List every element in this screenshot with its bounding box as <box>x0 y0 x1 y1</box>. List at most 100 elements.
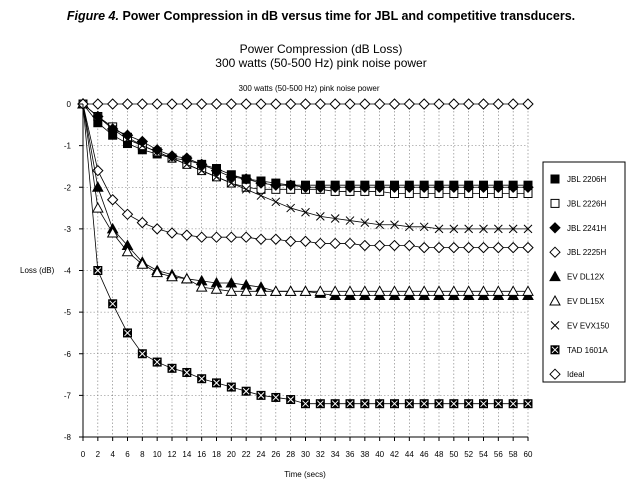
data-point <box>375 220 385 230</box>
series-5 <box>77 97 534 296</box>
x-tick-label: 34 <box>331 450 340 459</box>
x-tick-label: 58 <box>509 450 518 459</box>
legend-marker <box>549 368 561 380</box>
series-3 <box>77 98 534 254</box>
x-tick-label: 44 <box>405 450 414 459</box>
data-point <box>330 214 340 223</box>
marker-cross <box>391 400 398 408</box>
data-point <box>522 181 534 193</box>
chart-subtitle: 300 watts (50-500 Hz) pink noise power <box>215 56 427 70</box>
data-point <box>284 179 297 191</box>
marker-cross <box>435 400 443 408</box>
data-point <box>226 382 236 392</box>
data-point <box>121 208 134 221</box>
data-point <box>106 98 119 110</box>
legend-label: JBL 2206H <box>567 175 607 184</box>
x-tick-label: 24 <box>257 450 266 459</box>
legend-item: JBL 2225H <box>549 246 607 258</box>
data-point <box>449 224 459 234</box>
data-point <box>210 164 223 177</box>
x-tick-label: 38 <box>360 450 369 459</box>
data-point <box>344 285 356 296</box>
legend-item: EV EVX150 <box>550 321 610 330</box>
x-tick-label: 56 <box>494 450 503 459</box>
data-point <box>523 399 533 409</box>
legend-marker <box>549 294 561 306</box>
data-point <box>404 399 414 409</box>
data-point <box>403 98 416 110</box>
data-point <box>329 181 341 193</box>
x-tick-label: 50 <box>449 450 458 459</box>
y-tick-label: -5 <box>64 308 72 317</box>
data-point <box>449 399 459 409</box>
data-point <box>433 181 445 193</box>
data-point <box>522 241 534 254</box>
data-point <box>404 222 414 232</box>
data-point <box>507 241 519 254</box>
data-point <box>448 98 460 110</box>
data-point <box>492 285 505 296</box>
marker-cross <box>346 400 354 408</box>
data-point <box>390 399 399 409</box>
data-point <box>136 135 149 148</box>
y-tick-label: -4 <box>64 267 72 276</box>
data-point <box>225 98 238 110</box>
x-tick-label: 0 <box>81 450 86 459</box>
data-point <box>197 166 207 175</box>
data-point <box>151 223 163 235</box>
data-point <box>195 231 208 243</box>
data-point <box>522 98 534 110</box>
data-point <box>93 112 103 121</box>
data-point <box>181 98 193 110</box>
legend-item: TAD 1601A <box>550 345 608 355</box>
data-point <box>197 374 207 384</box>
marker-cross <box>361 400 369 408</box>
data-point <box>508 399 518 409</box>
data-point <box>195 281 208 292</box>
data-point <box>180 272 193 284</box>
series-8 <box>77 98 534 110</box>
marker-cross <box>109 300 117 308</box>
data-point <box>284 285 297 296</box>
data-point <box>493 399 503 409</box>
marker-cross <box>272 394 280 401</box>
data-point <box>255 233 267 245</box>
data-point <box>286 395 296 405</box>
data-point <box>477 241 490 254</box>
marker-cross <box>316 400 324 408</box>
x-tick-label: 22 <box>242 450 251 459</box>
marker-cross <box>509 400 517 408</box>
legend-label: EV DL12X <box>567 273 605 282</box>
x-tick-label: 54 <box>479 450 488 459</box>
data-point <box>210 231 223 243</box>
data-point <box>152 357 162 367</box>
legend-label: JBL 2226H <box>567 199 607 208</box>
data-point <box>419 399 429 409</box>
data-point <box>359 181 371 193</box>
data-point <box>330 399 340 409</box>
data-point <box>136 98 149 110</box>
data-point <box>314 98 327 110</box>
marker-cross <box>465 400 473 408</box>
chart-title-block: Power Compression (dB Loss) 300 watts (5… <box>0 42 642 70</box>
chart-title: Power Compression (dB Loss) <box>239 42 403 56</box>
data-point <box>210 98 223 110</box>
data-point <box>375 399 385 409</box>
legend-item: EV DL15X <box>549 294 605 306</box>
data-point <box>464 399 474 409</box>
y-tick-label: -7 <box>64 391 72 400</box>
data-point <box>388 98 401 110</box>
marker-cross <box>551 346 559 354</box>
data-point <box>419 222 429 232</box>
marker-cross <box>405 400 413 408</box>
data-point <box>256 390 266 400</box>
data-point <box>388 181 401 193</box>
data-point <box>225 285 238 296</box>
data-point <box>240 173 252 185</box>
data-point <box>195 158 208 171</box>
data-point <box>269 285 282 296</box>
y-tick-label: 0 <box>67 100 72 109</box>
data-point <box>151 98 163 110</box>
x-tick-label: 16 <box>197 450 206 459</box>
y-tick-label: -1 <box>64 142 72 151</box>
